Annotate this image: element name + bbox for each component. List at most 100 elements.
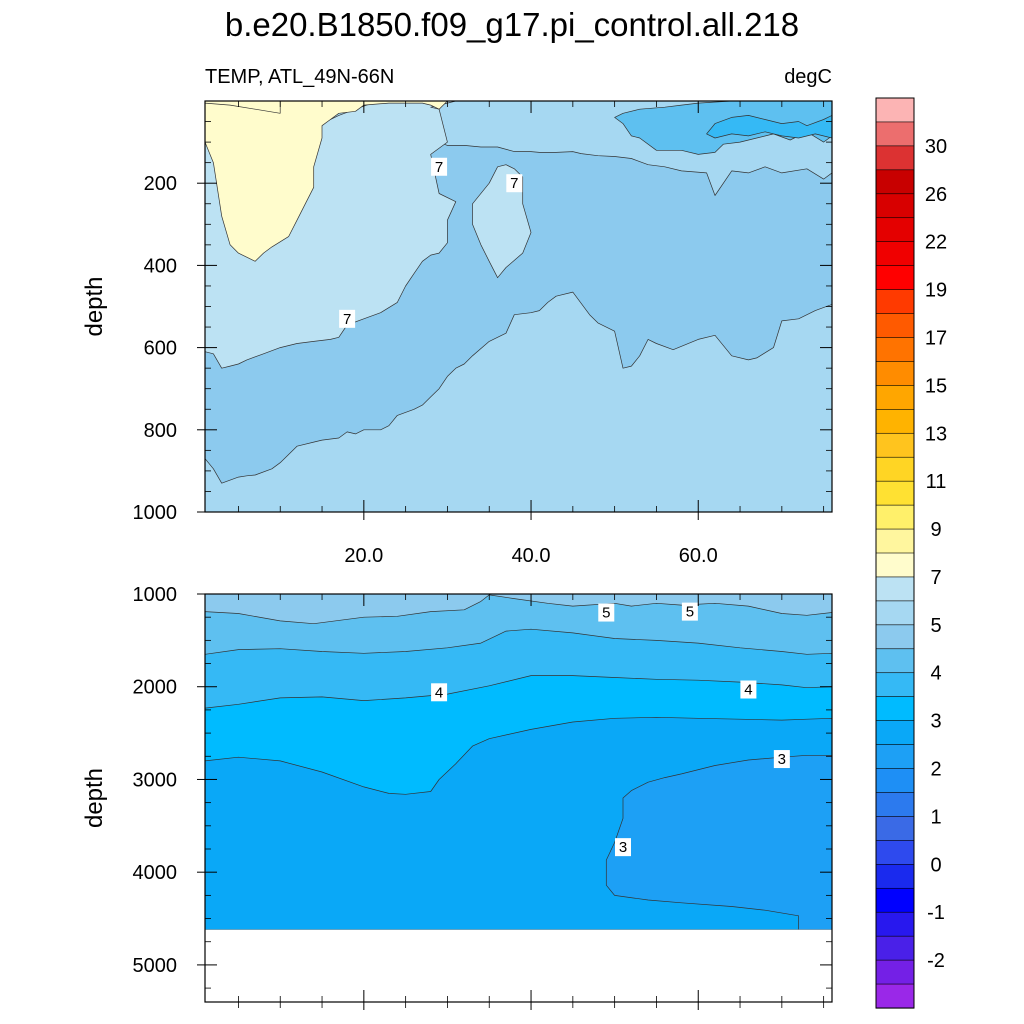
colorbar-label: -2 [927,950,945,972]
colorbar-label: 13 [925,423,947,445]
colorbar-swatch [875,624,915,650]
colorbar-label: 5 [930,615,941,637]
contour-band-3-4 [706,115,832,139]
svg-text:7: 7 [343,311,351,328]
svg-text:3: 3 [619,839,627,856]
colorbar-label: 7 [930,567,941,589]
y-tick-label: 400 [144,255,177,277]
y-tick-label: 3000 [133,769,178,791]
colorbar-swatch [875,600,915,626]
colorbar-swatch [875,696,915,722]
colorbar-label: 0 [930,854,941,876]
colorbar-swatch [875,792,915,818]
colorbar-swatch [875,480,915,506]
colorbar-swatch [875,768,915,794]
colorbar-label: 4 [930,663,941,685]
svg-text:5: 5 [602,605,610,622]
y-tick-label: 4000 [133,862,178,884]
y-tick-label: 5000 [133,955,178,977]
colorbar-swatch [875,145,915,171]
colorbar-label: 26 [925,184,947,206]
y-tick-label: 1000 [133,584,178,606]
colorbar-swatch [875,337,915,363]
colorbar-swatch [875,504,915,530]
colorbar-swatch [875,840,915,865]
colorbar-label: 22 [925,232,947,254]
y-axis-label: depth [81,768,108,828]
colorbar-swatch [875,193,915,219]
colorbar-swatch [875,935,915,961]
colorbar-swatch [875,528,915,554]
colorbar-label: 1 [930,806,941,828]
y-tick-label: 200 [144,173,177,195]
colorbar-label: 2 [930,759,941,781]
contour-label: 3 [615,838,631,857]
colorbar-swatch [875,576,915,602]
colorbar-swatch [875,432,915,458]
svg-text:3: 3 [778,751,786,768]
seafloor-mask [205,929,832,1002]
contour-label: 4 [431,683,448,702]
colorbar-swatch [875,241,915,267]
svg-text:7: 7 [435,159,443,176]
colorbar-swatch [875,911,915,937]
colorbar-swatch [875,816,915,841]
x-tick-label: 60.0 [679,545,718,567]
y-axis-label: depth [81,276,108,336]
colorbar-swatch [875,289,915,315]
contour-label: 5 [598,603,615,622]
y-tick-label: 2000 [133,677,178,699]
x-tick-label: 40.0 [512,545,551,567]
colorbar-swatch [875,648,915,674]
colorbar-swatch [875,313,915,339]
colorbar-swatch [875,361,915,386]
colorbar-swatch [875,385,915,410]
colorbar-label: 15 [925,375,947,397]
variable-label: TEMP, ATL_49N-66N [205,66,394,88]
contour-band-8-9 [205,101,448,262]
y-tick-label: 600 [144,338,177,360]
svg-text:4: 4 [744,682,752,699]
contour-band-6-7 [205,291,832,512]
colorbar-swatch [875,265,915,291]
x-tick-label: 20.0 [344,545,383,567]
plot-frame [204,593,833,1003]
colorbar-swatch [875,672,915,698]
colorbar-label: 30 [925,136,947,158]
y-tick-label: 1000 [133,502,178,524]
colorbar-swatch [875,744,915,770]
contour-label: 7 [506,174,523,193]
y-tick-label: 800 [144,420,177,442]
contour-label: 5 [681,602,698,621]
colorbar-swatch [875,169,915,195]
svg-text:5: 5 [686,604,694,621]
colorbar-swatch [875,887,915,913]
contour-band-8-9 [205,101,281,114]
colorbar-label: 3 [930,711,941,733]
contour-label: 3 [773,750,790,769]
svg-text:7: 7 [510,175,518,192]
colorbar-label: 19 [925,280,947,302]
contour-label: 4 [740,680,757,699]
units-label: degC [784,66,832,88]
lower-contour-panel: 5 5 4 4 3 3 1000 2000 3000 4000 5000 depth [81,584,833,1010]
colorbar-swatch [875,97,915,123]
colorbar-swatch [875,983,915,1009]
colorbar-label: 11 [926,471,947,493]
contour-band-7-8 [472,164,532,279]
contour-label: 7 [339,309,356,328]
colorbar-label: 9 [930,519,941,541]
colorbar-swatch [875,121,915,147]
colorbar-swatch [875,456,915,482]
figure-title: b.e20.B1850.f09_g17.pi_control.all.218 [225,6,799,43]
colorbar-label: 17 [925,327,947,349]
colorbar-swatch [875,409,915,434]
upper-contour-panel: 7 7 7 200 400 600 800 1000 20.0 40.0 60.0 depth [81,100,833,567]
colorbar-swatch [875,720,915,746]
svg-text:4: 4 [435,684,443,701]
contour-label: 7 [431,157,448,176]
colorbar: 30 26 22 19 17 15 13 11 9 7 5 4 3 2 1 0 -1 -2 [875,97,947,1009]
colorbar-label: -1 [927,902,945,924]
contour-band-0-1 [605,754,832,931]
